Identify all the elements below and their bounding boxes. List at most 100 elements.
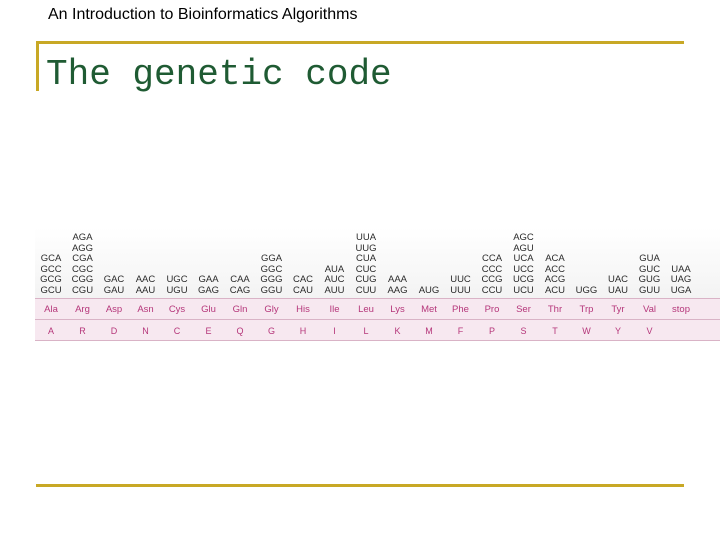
amino-acid-one-letter: M — [425, 326, 433, 336]
codon: UAU — [607, 284, 629, 296]
codon: UGC — [166, 274, 188, 285]
codon: GGU — [260, 284, 283, 296]
codon-column: UAA UAG UGA stop — [665, 228, 697, 340]
codon-stack: ACA ACC ACG ACU — [539, 253, 571, 296]
codon-stack: UAC UAU — [602, 274, 634, 296]
amino-acid-three-letter: Pro — [484, 304, 500, 315]
amino-acid-one-letter: Y — [614, 326, 621, 336]
codon-column: AGC AGU UCA UCC UCG UCU Ser S — [508, 228, 540, 340]
codon-column: GGA GGC GGG GGU Gly G — [256, 228, 288, 340]
codon-column: UUA UUG CUA CUC CUG CUU Leu L — [350, 228, 382, 340]
codon-column: UGG Trp W — [571, 228, 603, 340]
amino-acid-one-letter: C — [173, 326, 181, 336]
codon: GUA — [639, 253, 660, 264]
codon-stack: GGA GGC GGG GGU — [256, 253, 288, 296]
codon-stack: UUA UUG CUA CUC CUG CUU — [350, 232, 382, 296]
amino-acid-one-letter: I — [333, 326, 336, 336]
codon: CUC — [355, 263, 377, 275]
codon: ACG — [544, 274, 566, 285]
codon-column: GUA GUC GUG GUU Val V — [634, 228, 666, 340]
amino-acid-three-letter: Gly — [264, 304, 279, 315]
codon: CCC — [481, 263, 503, 275]
codon: GGC — [260, 263, 283, 275]
codon: CGA — [72, 253, 93, 264]
amino-acid-three-letter: Lys — [390, 304, 405, 315]
amino-acid-three-letter: His — [296, 304, 310, 315]
codon: CGC — [71, 263, 94, 275]
codon: AGG — [71, 242, 94, 254]
codon: ACC — [544, 263, 566, 275]
codon: GCG — [40, 274, 62, 285]
codon-stack: AAC AAU — [130, 274, 162, 296]
slide-header: An Introduction to Bioinformatics Algori… — [48, 6, 358, 23]
codon: GCA — [40, 253, 62, 264]
codon: AAA — [387, 274, 407, 285]
amino-acid-three-letter: Ala — [44, 304, 58, 315]
codon: UGU — [166, 284, 188, 296]
amino-acid-one-letter: S — [520, 326, 527, 336]
amino-acid-one-letter: D — [110, 326, 118, 336]
codon: UCG — [512, 274, 535, 285]
amino-acid-one-letter: A — [47, 326, 54, 336]
codon: UAC — [607, 274, 629, 285]
codon: AGU — [513, 242, 534, 254]
codon-stack: GAC GAU — [98, 274, 130, 296]
codon-column: UAC UAU Tyr Y — [602, 228, 634, 340]
codon: ACA — [545, 253, 565, 264]
amino-acid-one-letter: G — [267, 326, 275, 336]
codon: GAU — [103, 284, 125, 296]
codon: UCC — [513, 263, 534, 275]
amino-acid-three-letter: Ser — [516, 304, 531, 315]
codon-stack: UAA UAG UGA — [665, 263, 697, 297]
codon: CAA — [230, 274, 250, 285]
codon-stack: AUA AUC AUU — [319, 263, 351, 297]
codon: AUG — [418, 284, 440, 296]
amino-acid-three-letter: Trp — [579, 304, 594, 315]
codon: AUA — [324, 263, 345, 275]
codon-column: UGC UGU Cys C — [161, 228, 193, 340]
codon-column: AAC AAU Asn N — [130, 228, 162, 340]
codon: CCA — [481, 253, 503, 264]
one-letter-band — [35, 320, 720, 341]
amino-acid-one-letter: R — [79, 326, 86, 336]
codon: GUG — [638, 274, 661, 285]
amino-acid-one-letter: H — [299, 326, 307, 336]
codon: AUU — [324, 284, 345, 296]
codon: GCU — [40, 284, 62, 296]
codon-column: CAA CAG Gln Q — [224, 228, 256, 340]
codon-stack: UGG — [571, 285, 603, 297]
bottom-rule — [36, 484, 684, 487]
codon: GUC — [638, 263, 661, 275]
codon: UAA — [671, 263, 691, 275]
codon: UUC — [450, 274, 471, 285]
amino-acid-three-letter: Cys — [168, 304, 186, 315]
amino-acid-one-letter: E — [205, 326, 212, 336]
codon: GAA — [198, 274, 219, 285]
codon: CAC — [292, 274, 314, 285]
codon: UCU — [513, 284, 534, 296]
codon: UGA — [670, 284, 692, 296]
codon-column: CAC CAU His H — [287, 228, 319, 340]
codon-stack: AGA AGG CGA CGC CGG CGU — [67, 232, 99, 296]
codon-column: AUG Met M — [413, 228, 445, 340]
codon: GUU — [638, 284, 661, 296]
codon-stack: AUG — [413, 284, 445, 297]
codon: CGG — [71, 274, 94, 285]
codon: AGC — [513, 232, 534, 243]
slide-title: The genetic code — [46, 54, 392, 95]
left-accent-bar — [36, 41, 39, 91]
codon-stack: GAA GAG — [193, 274, 225, 296]
codon-column: AAA AAG Lys K — [382, 228, 414, 340]
codon: AAU — [135, 284, 156, 296]
amino-acid-one-letter: W — [582, 326, 591, 336]
codon: AAG — [387, 284, 408, 296]
codon: CUG — [355, 274, 377, 285]
amino-acid-three-letter: Gln — [232, 304, 248, 315]
codon: CUA — [355, 253, 377, 264]
codon: ACU — [544, 284, 566, 296]
codon-column: UUC UUU Phe F — [445, 228, 477, 340]
amino-acid-one-letter: F — [457, 326, 464, 336]
amino-acid-three-letter: Tyr — [611, 304, 625, 315]
codon-column: GAA GAG Glu E — [193, 228, 225, 340]
codon: UCA — [513, 253, 534, 264]
